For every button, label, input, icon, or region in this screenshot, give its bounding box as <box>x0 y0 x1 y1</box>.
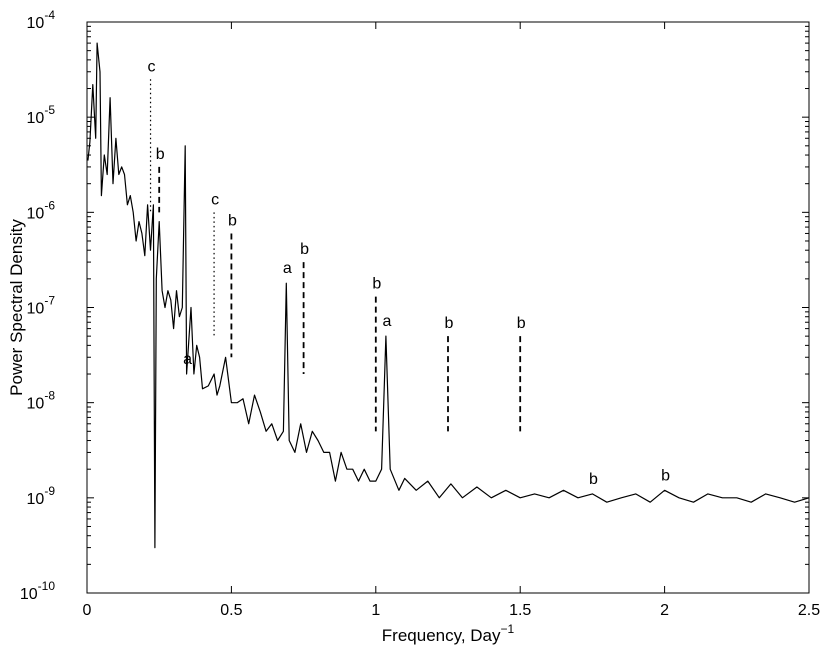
plot-frame <box>86 21 810 594</box>
y-tick-label-base: 10 <box>27 110 45 127</box>
annotation-label-b: b <box>517 315 526 332</box>
x-tick-label: 2 <box>660 602 669 619</box>
x-axis-title-superscript: −1 <box>501 622 515 636</box>
x-axis-title-text: Frequency, Day <box>382 626 501 645</box>
annotation-label-b: b <box>372 276 381 293</box>
y-tick-label-base: 10 <box>27 205 45 222</box>
y-tick-label-exponent: -10 <box>38 579 56 593</box>
annotation-label-b: b <box>300 241 309 258</box>
x-tick-label: 0 <box>83 602 92 619</box>
x-tick-label: 2.5 <box>798 602 820 619</box>
y-tick-label-base: 10 <box>27 15 45 32</box>
annotation-label-c: c <box>211 191 219 208</box>
annotation-label-b: b <box>228 212 237 229</box>
x-tick-label: 1 <box>371 602 380 619</box>
x-tick-label: 1.5 <box>509 602 531 619</box>
x-tick-label: 0.5 <box>220 602 242 619</box>
y-tick-label-exponent: -5 <box>44 103 55 117</box>
y-tick-label-exponent: -7 <box>44 294 55 308</box>
y-tick-label: 10-5 <box>27 103 56 127</box>
annotation-lines <box>149 79 522 432</box>
annotation-label-b: b <box>445 315 454 332</box>
y-tick-label: 10-4 <box>27 8 56 32</box>
y-tick-label-exponent: -6 <box>44 198 55 212</box>
annotation-label-b: b <box>156 146 165 163</box>
y-tick-label-base: 10 <box>27 396 45 413</box>
series-layer <box>87 42 810 549</box>
annotation-label-c: c <box>148 58 156 75</box>
y-tick-label-exponent: -8 <box>44 389 55 403</box>
annotation-label-a: a <box>183 351 192 368</box>
y-tick-label-base: 10 <box>20 586 38 603</box>
y-tick-label-exponent: -4 <box>44 8 55 22</box>
y-axis-title: Power Spectral Density <box>7 219 26 396</box>
annotation-label-a: a <box>382 313 391 330</box>
y-tick-label: 10-8 <box>27 389 56 413</box>
y-tick-label: 10-10 <box>20 579 55 603</box>
y-tick-label-base: 10 <box>27 491 45 508</box>
annotation-label-b: b <box>661 467 670 484</box>
y-tick-label: 10-6 <box>27 198 56 222</box>
series-line-0 <box>87 42 810 549</box>
y-tick-label: 10-7 <box>27 294 56 318</box>
x-axis-title: Frequency, Day−1 <box>382 622 515 645</box>
y-tick-label: 10-9 <box>27 484 56 508</box>
y-tick-label-exponent: -9 <box>44 484 55 498</box>
annotation-label-b: b <box>589 471 598 488</box>
y-tick-label-base: 10 <box>27 301 45 318</box>
x-axis-ticks: 0 0.5 1 1.5 2 2.5 <box>83 22 820 619</box>
annotation-label-a: a <box>283 260 292 277</box>
